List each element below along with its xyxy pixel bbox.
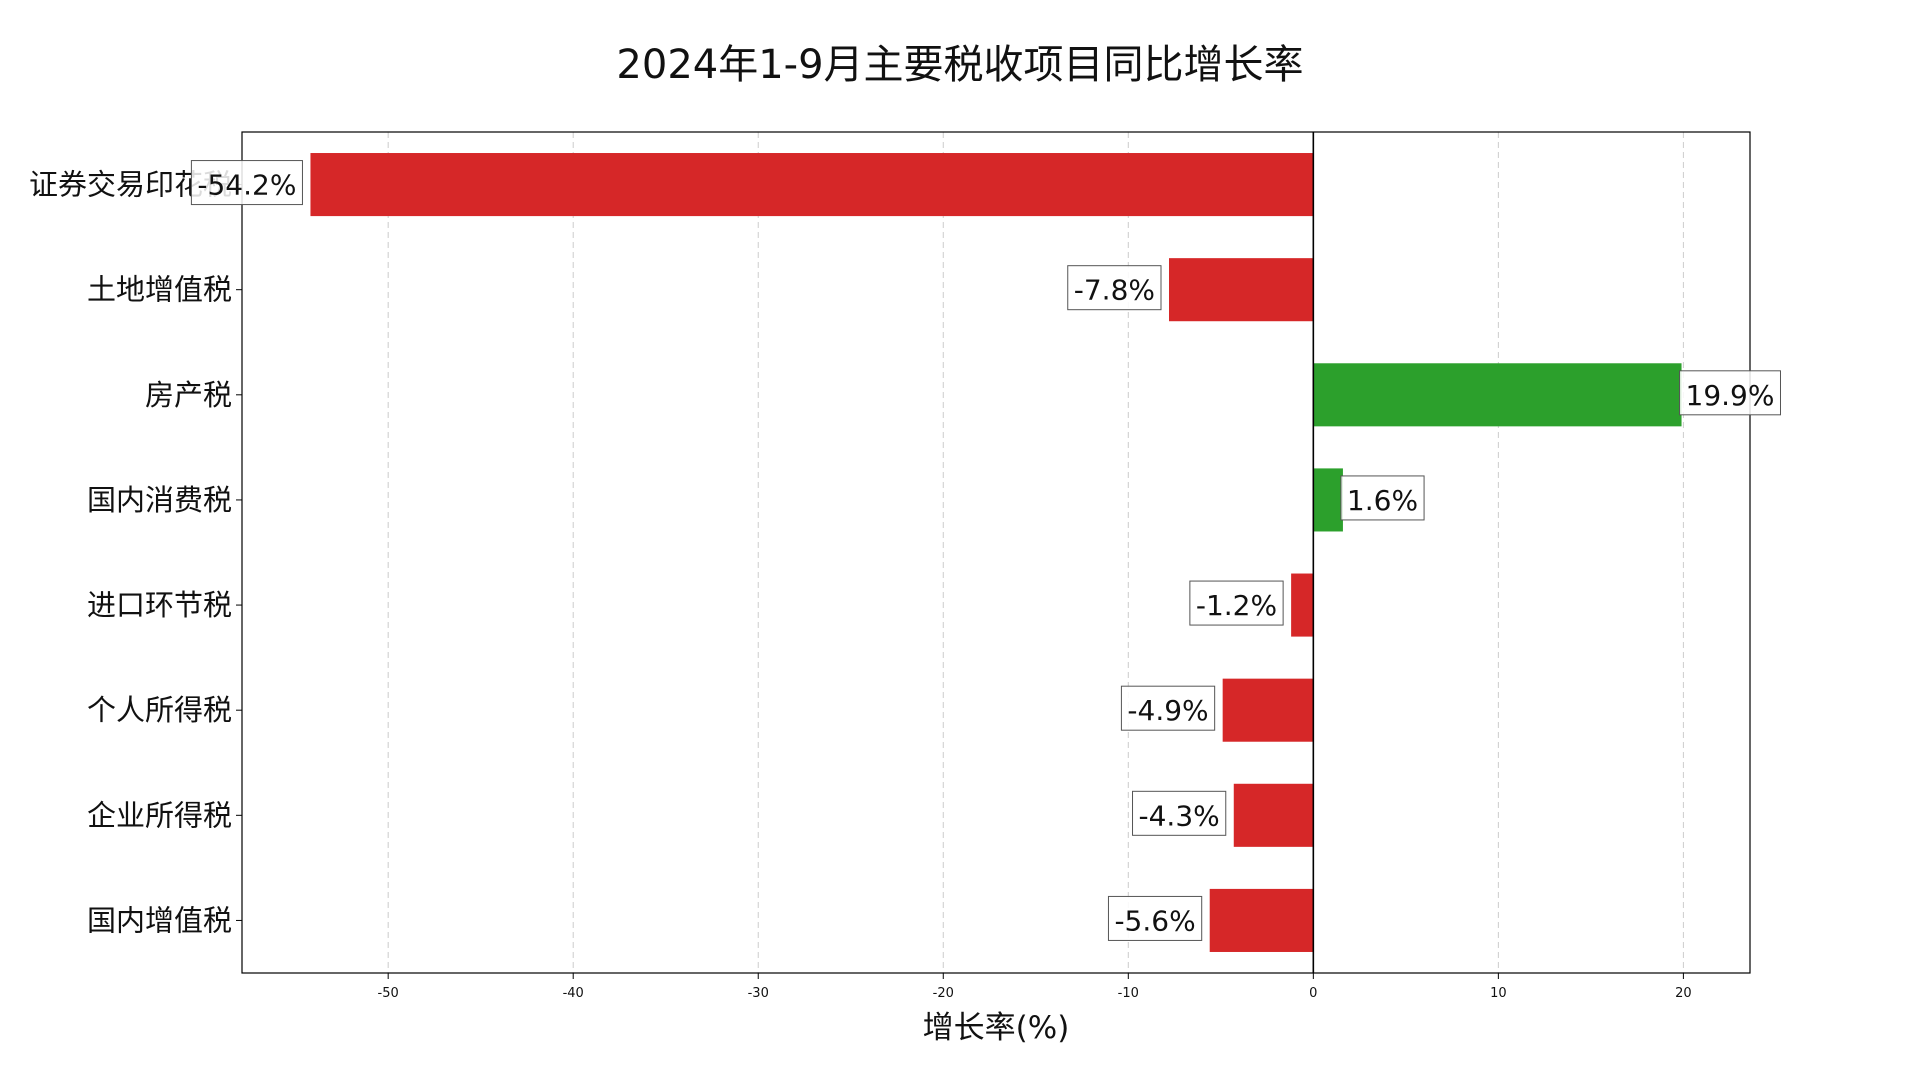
bar (1222, 678, 1314, 742)
category-label: 房产税 (145, 378, 232, 412)
x-tick-labels: -50 -40 -30 -20 -10 0 10 20 (378, 973, 1692, 1001)
bar (1169, 258, 1314, 322)
data-label-box (1340, 475, 1425, 521)
category-label: 土地增值税 (87, 273, 232, 307)
data-label-text: 19.9% (1686, 379, 1775, 412)
bar (310, 153, 1314, 217)
data-label-text: 1.6% (1347, 484, 1418, 517)
data-label-box (190, 160, 303, 206)
x-tick-label: 0 (1309, 986, 1317, 1001)
category-label: 国内增值税 (87, 903, 232, 937)
data-label-box (1189, 580, 1284, 626)
data-label: -4.9% (1120, 685, 1216, 731)
data-label-box (1107, 895, 1203, 941)
x-tick-label: -20 (933, 986, 954, 1001)
x-tick-label: -50 (378, 986, 399, 1001)
data-label: 19.9% (1679, 370, 1781, 416)
data-label-text: -7.8% (1074, 274, 1155, 307)
data-label-box (1132, 790, 1227, 836)
data-labels: -54.2% -7.8% 19.9% 1.6% -1.2% -4.9% -4.3% -5.6% (190, 160, 1781, 941)
data-label: -5.6% (1107, 895, 1203, 941)
bars (310, 153, 1682, 952)
data-label-box (1679, 370, 1781, 416)
x-tick-label: -10 (1118, 986, 1139, 1001)
bar (1313, 468, 1343, 532)
category-label: 进口环节税 (87, 588, 232, 622)
data-label: -7.8% (1067, 265, 1162, 311)
data-label-text: -54.2% (197, 169, 296, 202)
category-label: 个人所得税 (87, 693, 232, 727)
bar (1233, 783, 1314, 847)
category-label: 国内消费税 (87, 483, 232, 517)
data-label-text: -1.2% (1196, 589, 1277, 622)
chart-title: 2024年1-9月主要税收项目同比增长率 (616, 42, 1304, 88)
bar (1209, 888, 1314, 952)
data-label: -1.2% (1189, 580, 1284, 626)
data-label: -54.2% (190, 160, 303, 206)
data-label: -4.3% (1132, 790, 1227, 836)
category-label: 企业所得税 (87, 798, 232, 832)
data-label-box (1120, 685, 1216, 731)
x-tick-label: 20 (1675, 986, 1692, 1001)
bar (1291, 573, 1314, 637)
data-label-text: -5.6% (1114, 904, 1195, 937)
data-label-text: -4.3% (1139, 799, 1220, 832)
grid-lines (387, 132, 1684, 973)
data-label: 1.6% (1340, 475, 1425, 521)
data-label-text: -4.9% (1127, 694, 1208, 727)
plot-frame (241, 131, 1751, 974)
x-axis-label: 增长率(%) (923, 1010, 1070, 1046)
x-tick-label: -30 (748, 986, 769, 1001)
bar (1313, 363, 1682, 427)
x-tick-label: 10 (1490, 986, 1507, 1001)
data-label-box (1067, 265, 1162, 311)
x-tick-label: -40 (563, 986, 584, 1001)
